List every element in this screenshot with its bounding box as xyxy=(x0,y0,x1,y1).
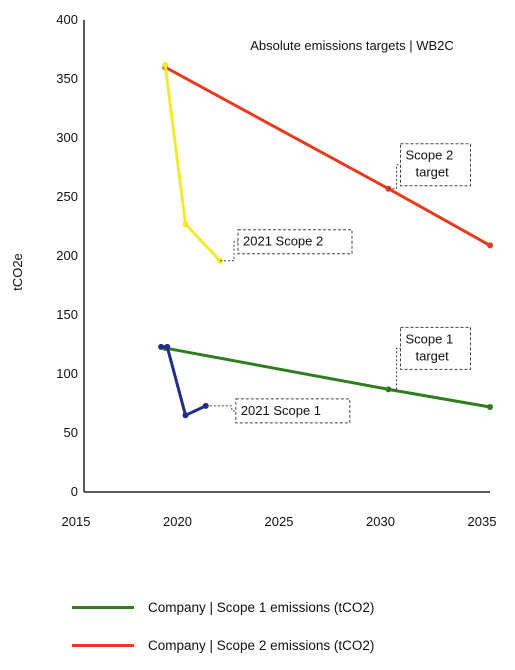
x-tick-label: 2035 xyxy=(468,514,497,529)
annotation-label: Scope 1 xyxy=(406,331,454,346)
x-tick-label: 2030 xyxy=(366,514,395,529)
annotation-leader xyxy=(205,405,236,412)
y-tick-label: 150 xyxy=(56,307,78,322)
annotation-box xyxy=(237,229,353,255)
annotation-label: 2021 Scope 2 xyxy=(243,234,323,249)
annotation-leader xyxy=(388,347,401,390)
y-tick-label: 300 xyxy=(56,130,78,145)
y-tick-label: 400 xyxy=(56,12,78,27)
y-tick-label: 350 xyxy=(56,71,78,86)
x-tick-label: 2025 xyxy=(265,514,294,529)
legend-label-scope2: Company | Scope 2 emissions (tCO2) xyxy=(148,637,375,653)
series-point-1-2 xyxy=(487,242,493,249)
y-tick-label: 0 xyxy=(71,484,78,499)
legend-item-scope2: Company | Scope 2 emissions (tCO2) xyxy=(72,632,502,658)
y-tick-label: 250 xyxy=(56,189,78,204)
annotation-label: target xyxy=(416,348,450,363)
legend-swatch-scope1 xyxy=(72,605,134,609)
emissions-chart: 0 50 100 150 200 250 300 350 400 2015 2020 2025 2030… xyxy=(10,12,497,529)
y-axis-label: tCO2e xyxy=(10,253,25,291)
y-tick-label: 200 xyxy=(56,248,78,263)
series-point-0-2 xyxy=(487,404,493,411)
series-line-3 xyxy=(159,345,208,417)
legend: Company | Scope 1 emissions (tCO2) Compa… xyxy=(72,594,502,670)
series-point-3-1 xyxy=(164,343,171,350)
series-point-2-1 xyxy=(182,221,189,228)
annotation-box xyxy=(400,326,471,370)
annotation-label: target xyxy=(416,165,450,180)
annotation-box xyxy=(235,398,351,424)
y-tick-label: 100 xyxy=(56,366,78,381)
y-tick-label: 50 xyxy=(64,425,78,440)
legend-swatch-scope2 xyxy=(72,643,134,647)
series-point-3-0 xyxy=(158,343,165,350)
series-point-2-0 xyxy=(162,61,169,68)
annotation-leader xyxy=(388,164,401,190)
annotation-label: Scope 2 xyxy=(406,148,454,163)
series-point-3-2 xyxy=(182,412,189,419)
legend-item-scope1: Company | Scope 1 emissions (tCO2) xyxy=(72,594,502,620)
chart-title: Absolute emissions targets | WB2C xyxy=(250,38,454,53)
x-tick-label: 2015 xyxy=(62,514,91,529)
annotation-leader xyxy=(220,241,239,262)
legend-label-scope1: Company | Scope 1 emissions (tCO2) xyxy=(148,599,375,615)
annotation-box xyxy=(400,143,471,187)
x-tick-label: 2020 xyxy=(163,514,192,529)
annotation-label: 2021 Scope 1 xyxy=(241,403,321,418)
